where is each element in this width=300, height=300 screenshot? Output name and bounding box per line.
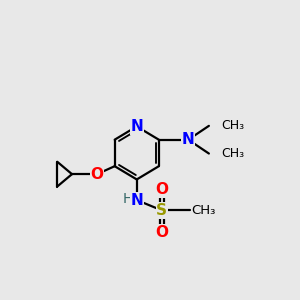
Text: O: O [91,167,103,182]
Text: CH₃: CH₃ [221,147,244,160]
Text: S: S [156,203,167,218]
Text: CH₃: CH₃ [191,204,216,217]
Text: CH₃: CH₃ [221,119,244,132]
Text: O: O [155,182,168,197]
Text: O: O [155,225,168,240]
Text: H: H [123,193,133,206]
Text: N: N [130,193,143,208]
Text: N: N [182,132,195,147]
Text: N: N [130,119,143,134]
